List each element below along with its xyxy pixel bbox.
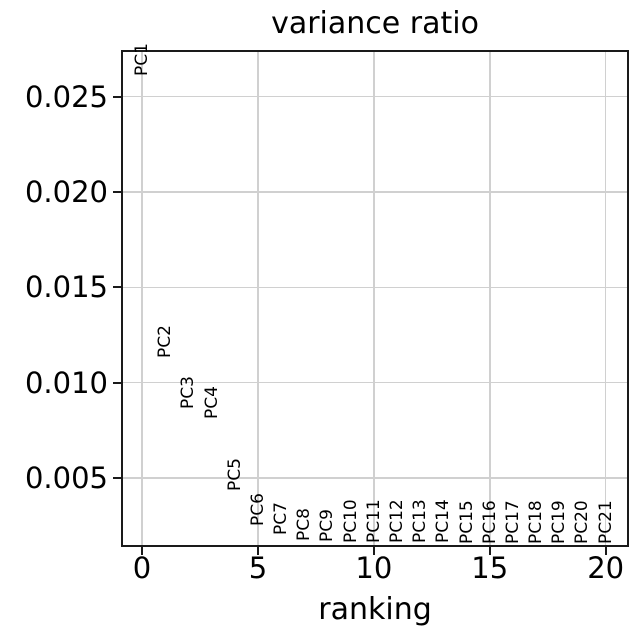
x-tick-mark	[604, 547, 607, 555]
y-tick-mark	[113, 476, 121, 479]
point-label: PC4	[201, 385, 222, 419]
point-label: PC11	[363, 499, 384, 543]
x-tick-label: 15	[471, 551, 509, 585]
point-label: PC3	[178, 376, 199, 410]
x-tick-mark	[488, 547, 491, 555]
y-tick-label: 0.025	[24, 79, 108, 114]
gridline-horizontal	[123, 286, 627, 288]
point-label: PC7	[271, 502, 292, 536]
y-tick-label: 0.005	[24, 460, 108, 495]
gridline-horizontal	[123, 381, 627, 384]
point-label: PC21	[595, 500, 616, 545]
gridline-horizontal	[123, 95, 627, 98]
y-tick-label: 0.020	[24, 174, 108, 209]
point-label: PC16	[479, 499, 500, 544]
x-tick-label: 0	[132, 551, 152, 585]
point-label: PC10	[340, 498, 361, 543]
chart-title: variance ratio	[271, 6, 479, 41]
point-label: PC19	[549, 500, 570, 545]
gridline-horizontal	[123, 477, 627, 479]
point-label: PC13	[410, 499, 431, 544]
y-tick-label: 0.015	[24, 270, 108, 305]
point-label: PC20	[572, 500, 593, 545]
gridline-horizontal	[123, 191, 627, 193]
gridline-vertical	[141, 52, 143, 545]
gridline-vertical	[257, 52, 259, 545]
y-tick-mark	[113, 95, 121, 98]
gridline-vertical	[604, 52, 607, 545]
point-label: PC14	[433, 499, 454, 544]
y-tick-mark	[113, 381, 121, 384]
x-tick-label: 20	[587, 551, 625, 585]
y-tick-mark	[113, 286, 121, 289]
y-tick-mark	[113, 190, 121, 193]
point-label: PC2	[155, 324, 176, 358]
point-label: PC9	[317, 509, 338, 543]
x-tick-label: 5	[248, 551, 268, 585]
point-label: PC8	[294, 507, 315, 541]
point-label: PC1	[132, 42, 152, 76]
x-axis-label: ranking	[318, 592, 432, 627]
x-tick-label: 10	[355, 551, 393, 585]
gridline-vertical	[489, 52, 491, 545]
gridline-vertical	[373, 52, 375, 545]
plot-area	[121, 50, 629, 547]
point-label: PC17	[502, 500, 523, 544]
point-label: PC18	[526, 500, 547, 544]
point-label: PC15	[456, 499, 477, 544]
x-tick-mark	[372, 547, 375, 555]
point-label: PC12	[387, 499, 408, 544]
x-tick-mark	[141, 547, 143, 555]
y-tick-label: 0.010	[24, 365, 108, 400]
point-label: PC5	[224, 458, 245, 492]
x-tick-mark	[256, 547, 259, 555]
point-label: PC6	[247, 492, 268, 526]
